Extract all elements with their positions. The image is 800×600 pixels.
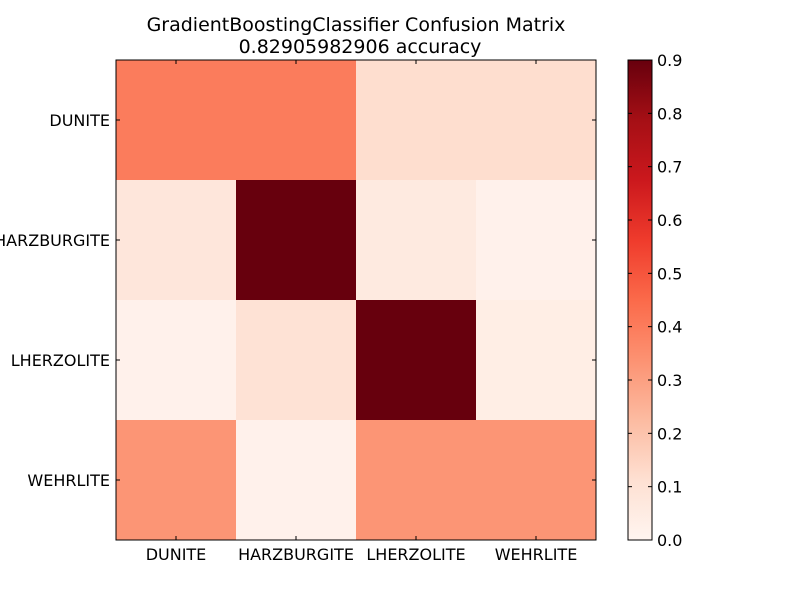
y-tick-label: HARZBURGITE bbox=[0, 231, 110, 250]
heatmap-cell bbox=[116, 60, 237, 181]
heatmap-cell bbox=[116, 180, 237, 301]
heatmap-cell bbox=[236, 300, 357, 421]
heatmap-cell bbox=[236, 420, 357, 541]
heatmap-cells bbox=[116, 60, 597, 541]
heatmap-cell bbox=[476, 60, 597, 181]
y-tick-label: WEHRLITE bbox=[27, 471, 110, 490]
x-tick-label: DUNITE bbox=[146, 545, 207, 564]
x-tick-label: WEHRLITE bbox=[495, 545, 578, 564]
x-tick-label: HARZBURGITE bbox=[238, 545, 354, 564]
colorbar-tick-label: 0.2 bbox=[657, 424, 682, 443]
colorbar-tick-label: 0.7 bbox=[657, 158, 682, 177]
colorbar-tick-label: 0.3 bbox=[657, 371, 682, 390]
chart-title: GradientBoostingClassifier Confusion Mat… bbox=[147, 14, 566, 36]
axis-ticks bbox=[116, 60, 596, 540]
y-tick-labels: DUNITE HARZBURGITE LHERZOLITE WEHRLITE bbox=[0, 111, 110, 490]
heatmap-cell bbox=[356, 180, 477, 301]
colorbar-tick-label: 0.6 bbox=[657, 211, 682, 230]
heatmap-cell bbox=[116, 300, 237, 421]
colorbar bbox=[627, 59, 653, 541]
heatmap-cell bbox=[236, 60, 357, 181]
colorbar-tick-label: 0.5 bbox=[657, 264, 682, 283]
y-tick-label: LHERZOLITE bbox=[11, 351, 110, 370]
heatmap-cell bbox=[356, 300, 477, 421]
heatmap-cell bbox=[476, 180, 597, 301]
colorbar-tick-label: 0.4 bbox=[657, 318, 682, 337]
colorbar-tick-label: 0.0 bbox=[657, 531, 682, 550]
heatmap-cell bbox=[356, 420, 477, 541]
heatmap-cell bbox=[236, 180, 357, 301]
plot-frame bbox=[115, 59, 597, 541]
chart-subtitle: 0.82905982906 accuracy bbox=[239, 36, 482, 58]
heatmap-cell bbox=[476, 300, 597, 421]
x-tick-labels: DUNITE HARZBURGITE LHERZOLITE WEHRLITE bbox=[146, 545, 578, 564]
heatmap-cell bbox=[476, 420, 597, 541]
heatmap-cell bbox=[116, 420, 237, 541]
x-tick-label: LHERZOLITE bbox=[366, 545, 465, 564]
colorbar-ticks: 0.0 0.1 0.2 0.3 0.4 0.5 0.6 0.7 0.8 0.9 bbox=[628, 51, 682, 550]
colorbar-tick-label: 0.9 bbox=[657, 51, 682, 70]
colorbar-tick-label: 0.1 bbox=[657, 478, 682, 497]
y-tick-label: DUNITE bbox=[49, 111, 110, 130]
heatmap-cell bbox=[356, 60, 477, 181]
colorbar-tick-label: 0.8 bbox=[657, 104, 682, 123]
